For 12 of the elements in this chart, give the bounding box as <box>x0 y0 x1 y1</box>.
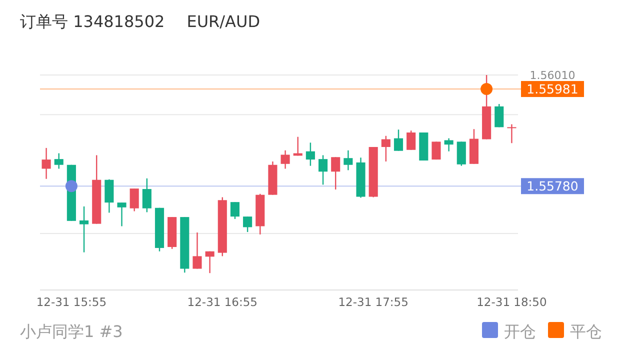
y-tick-label: 1.55981 <box>526 82 578 97</box>
y-tick-label: 1.56010 <box>530 69 576 82</box>
chart-title: 订单号 134818502 <box>20 12 165 31</box>
x-tick-label: 12-31 15:55 <box>36 295 107 309</box>
legend-label: 平仓 <box>570 322 602 341</box>
x-tick-label: 12-31 18:50 <box>476 295 547 309</box>
y-tick-label: 1.55780 <box>526 178 578 194</box>
chart-subtitle: EUR/AUD <box>186 12 260 31</box>
x-tick-label: 12-31 17:55 <box>338 295 408 309</box>
legend-label: 开仓 <box>504 322 536 341</box>
text: 小卢同学1 #3 <box>20 322 123 341</box>
x-tick-label: 12-31 16:55 <box>187 295 258 309</box>
